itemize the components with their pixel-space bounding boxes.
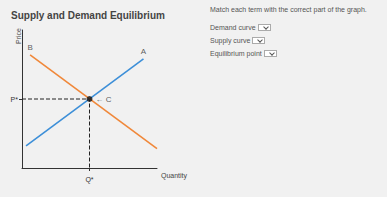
svg-text:Q*: Q* [85, 176, 93, 184]
html-text:Demand curve: Demand curve [210, 24, 256, 31]
svg-text:P*: P* [11, 96, 19, 103]
html-text:Match each term with the corre: Match each term with the correct part of… [210, 6, 367, 13]
svg-text:Supply and Demand Equilibrium: Supply and Demand Equilibrium [11, 10, 165, 21]
html-text:Supply curve: Supply curve [210, 37, 251, 44]
svg-text:Price: Price [15, 28, 22, 44]
svg-text:A: A [141, 47, 147, 56]
svg-text:B: B [27, 43, 32, 52]
svg-text:← C: ← C [96, 95, 112, 104]
svg-text:Quantity: Quantity [161, 172, 188, 180]
html-text:Equilibrium point: Equilibrium point [210, 50, 262, 57]
